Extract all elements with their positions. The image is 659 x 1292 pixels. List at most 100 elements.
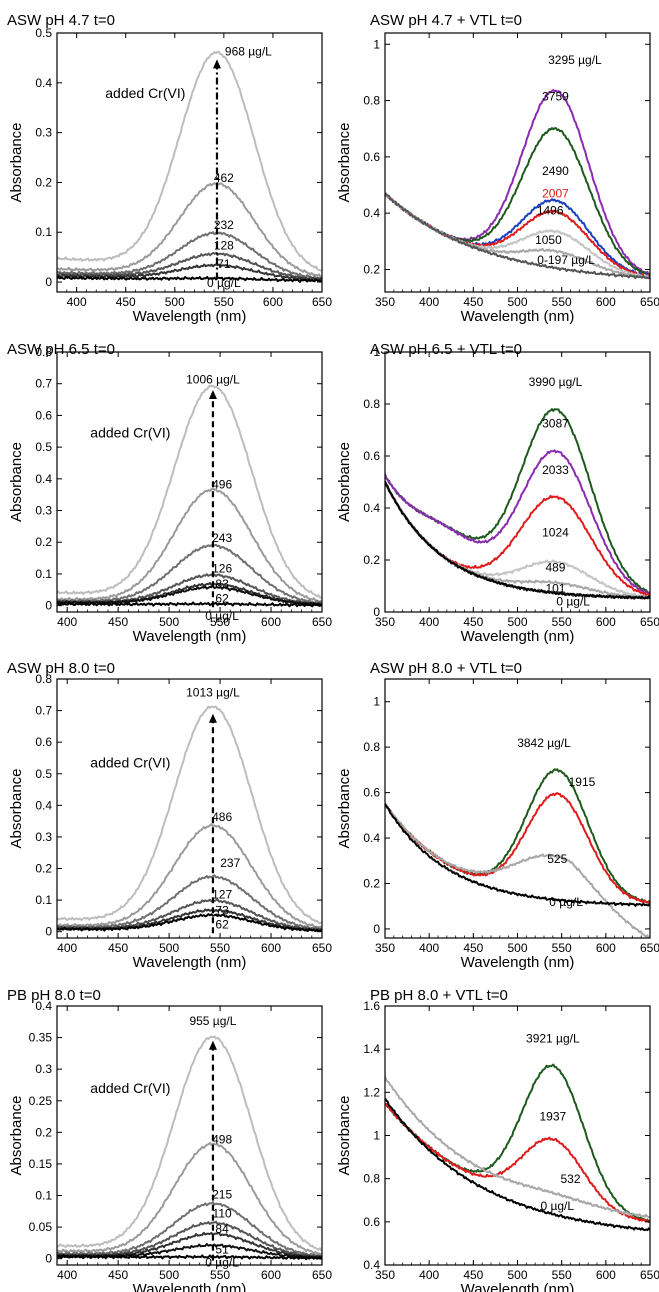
plot-frame bbox=[56, 351, 323, 613]
series-label: 2007 bbox=[542, 187, 569, 201]
y-axis-title: Absorbance bbox=[8, 768, 25, 848]
x-tick-label: 650 bbox=[640, 941, 659, 955]
panel-title: PB pH 8.0 t=0 bbox=[7, 987, 101, 1004]
y-tick-label: 0.6 bbox=[363, 1215, 380, 1229]
panel-asw-ph47-vtl: ASW pH 4.7 + VTL t=0 3295 µg/L 3759 2490 20… bbox=[336, 12, 659, 325]
y-tick-label: 0.4 bbox=[35, 798, 52, 812]
series-label: 2490 bbox=[542, 164, 569, 178]
series-line bbox=[385, 1102, 650, 1223]
x-tick-label: 650 bbox=[312, 295, 332, 309]
series-line bbox=[57, 1254, 322, 1261]
series-label: 3759 bbox=[542, 90, 569, 104]
y-tick-label: 0.15 bbox=[29, 1157, 53, 1171]
x-tick-label: 650 bbox=[312, 615, 332, 629]
x-tick-label: 450 bbox=[463, 295, 483, 309]
series-line bbox=[385, 1075, 650, 1219]
series-label: 215 bbox=[212, 1188, 232, 1202]
x-tick-label: 400 bbox=[419, 615, 439, 629]
series-line bbox=[385, 408, 650, 594]
y-axis-title: Absorbance bbox=[336, 122, 353, 202]
x-tick-label: 550 bbox=[552, 295, 572, 309]
y-tick-label: 0.1 bbox=[35, 225, 52, 239]
y-tick-label: 0.7 bbox=[35, 377, 52, 391]
series-label: 1937 bbox=[539, 1109, 566, 1123]
y-tick-label: 0.8 bbox=[363, 397, 380, 411]
y-tick-label: 1.6 bbox=[363, 999, 380, 1013]
series-lines bbox=[57, 50, 322, 283]
panel-title: ASW pH 4.7 t=0 bbox=[7, 12, 115, 29]
y-tick-label: 0.1 bbox=[35, 567, 52, 581]
plot-frame bbox=[56, 1005, 323, 1266]
plot-frame bbox=[56, 32, 323, 293]
series-line bbox=[57, 543, 322, 605]
y-tick-label: 1 bbox=[373, 37, 380, 51]
x-tick-label: 500 bbox=[507, 295, 527, 309]
panel-title: ASW pH 6.5 t=0 bbox=[7, 341, 115, 358]
series-label: 126 bbox=[212, 561, 232, 575]
series-label: 1006 µg/L bbox=[186, 373, 240, 387]
series-label: 110 bbox=[213, 1207, 232, 1221]
plot-frame bbox=[56, 678, 323, 939]
x-tick-label: 450 bbox=[108, 1268, 128, 1282]
series-line bbox=[385, 88, 650, 276]
x-tick-label: 450 bbox=[108, 615, 128, 629]
x-tick-label: 350 bbox=[375, 615, 395, 629]
panel-asw-ph65: ASW pH 6.5 t=0 added Cr(VI) 1006 µg/L 496 2… bbox=[7, 341, 332, 645]
y-tick-label: 0.6 bbox=[363, 150, 380, 164]
x-axis-title: Wavelength (nm) bbox=[133, 628, 247, 645]
x-axis-title: Wavelength (nm) bbox=[133, 308, 247, 325]
series-label: 532 bbox=[560, 1172, 580, 1186]
y-axis-title: Absorbance bbox=[336, 1095, 353, 1175]
series-line bbox=[57, 898, 322, 932]
x-axis-title: Wavelength (nm) bbox=[461, 954, 575, 971]
x-tick-label: 500 bbox=[159, 1268, 179, 1282]
x-tick-label: 400 bbox=[67, 295, 87, 309]
series-label: 1050 bbox=[535, 233, 562, 247]
y-tick-label: 1 bbox=[373, 345, 380, 359]
y-tick-label: 0.4 bbox=[363, 1258, 380, 1272]
plot-frame bbox=[384, 1005, 651, 1266]
series-label: 3087 bbox=[542, 416, 569, 430]
series-line bbox=[57, 874, 322, 931]
y-tick-label: 0 bbox=[45, 1252, 52, 1266]
x-tick-label: 450 bbox=[108, 941, 128, 955]
y-tick-label: 0.5 bbox=[35, 767, 52, 781]
series-label: 525 bbox=[547, 852, 567, 866]
x-tick-label: 500 bbox=[165, 295, 185, 309]
series-line bbox=[57, 181, 322, 278]
series-label: 496 bbox=[212, 477, 232, 491]
y-tick-label: 0.2 bbox=[35, 1125, 52, 1139]
series-line bbox=[385, 803, 650, 907]
y-tick-label: 0.2 bbox=[363, 553, 380, 567]
series-line bbox=[57, 50, 322, 272]
y-tick-label: 0.3 bbox=[35, 1062, 52, 1076]
x-tick-label: 550 bbox=[552, 1268, 572, 1282]
series-lines bbox=[385, 768, 650, 938]
series-line bbox=[57, 275, 322, 283]
x-tick-label: 400 bbox=[57, 1268, 77, 1282]
y-tick-label: 0.05 bbox=[29, 1220, 53, 1234]
series-label: 0 µg/L bbox=[549, 895, 583, 909]
x-tick-label: 350 bbox=[375, 941, 395, 955]
series-label: 3295 µg/L bbox=[548, 53, 602, 67]
series-line bbox=[57, 487, 322, 603]
x-tick-label: 450 bbox=[463, 1268, 483, 1282]
plot-area: 3921 µg/L 1937 532 0 µg/L 350 400 450 500 550 600… bbox=[336, 999, 659, 1292]
plot-area: 3842 µg/L 1915 525 0 µg/L 350 400 450 500 550 600… bbox=[336, 678, 659, 971]
series-label: 1024 bbox=[542, 526, 569, 540]
x-tick-label: 500 bbox=[507, 941, 527, 955]
series-line bbox=[57, 585, 322, 607]
x-axis-title: Wavelength (nm) bbox=[133, 954, 247, 971]
series-lines bbox=[57, 384, 322, 608]
series-label: 71 bbox=[217, 257, 231, 271]
series-label: 127 bbox=[212, 888, 232, 902]
series-line bbox=[57, 252, 322, 281]
series-line bbox=[385, 768, 650, 904]
y-tick-label: 0.2 bbox=[35, 175, 52, 189]
annotation-label: added Cr(VI) bbox=[105, 85, 185, 101]
x-tick-label: 600 bbox=[596, 295, 616, 309]
series-label: 128 bbox=[214, 239, 234, 253]
plot-area: 3295 µg/L 3759 2490 2007 1496 1050 0-197 µg/L 3… bbox=[336, 32, 659, 325]
